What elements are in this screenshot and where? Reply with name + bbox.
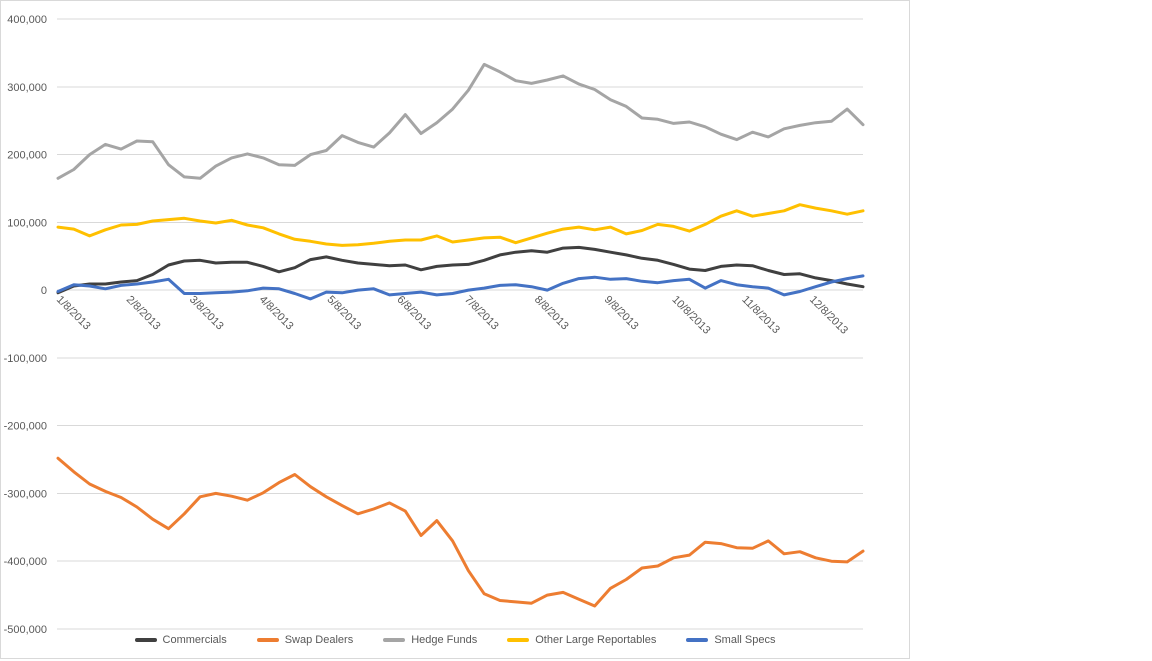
legend-label: Hedge Funds <box>411 634 478 646</box>
y-axis-tick-label: 200,000 <box>7 150 47 162</box>
x-axis-tick-label: 6/8/2013 <box>394 294 433 333</box>
series-line-swap-dealers[interactable] <box>56 456 865 608</box>
series-line-commercials[interactable] <box>56 245 865 295</box>
legend-label: Swap Dealers <box>284 634 354 646</box>
x-axis-tick-label: 4/8/2013 <box>257 294 296 333</box>
series-line-hedge-funds[interactable] <box>56 62 865 180</box>
legend-label: Small Specs <box>714 634 776 646</box>
y-axis-tick-label: -200,000 <box>4 421 47 433</box>
y-axis-tick-label: 300,000 <box>7 82 47 94</box>
legend-item-swap-dealers[interactable]: Swap Dealers <box>256 634 354 646</box>
series-line-other-large-reportables[interactable] <box>56 203 865 247</box>
x-axis-tick-label: 10/8/2013 <box>669 294 712 337</box>
y-axis-tick-label: 400,000 <box>7 14 47 26</box>
x-axis-tick-label: 5/8/2013 <box>324 294 363 333</box>
legend-item-other-large-reportables[interactable]: Other Large Reportables <box>507 634 656 646</box>
legend-line-swatch-icon <box>507 638 530 642</box>
legend-label: Commercials <box>162 634 227 646</box>
series-line-small-specs[interactable] <box>56 274 865 301</box>
x-axis-tick-label: 8/8/2013 <box>532 294 571 333</box>
x-axis-tick-label: 9/8/2013 <box>602 294 641 333</box>
legend-item-hedge-funds[interactable]: Hedge Funds <box>383 634 477 646</box>
x-axis-tick-label: 12/8/2013 <box>807 294 850 337</box>
chart-panel[interactable]: 400,000 300,000 200,000 100,000 0 -100,000 -20… <box>0 0 910 659</box>
x-axis-tick-label: 1/8/2013 <box>54 294 93 333</box>
legend-line-swatch-icon <box>134 638 157 642</box>
y-axis-tick-label: 100,000 <box>7 217 47 229</box>
y-axis-tick-label: -500,000 <box>4 624 47 636</box>
legend-line-swatch-icon <box>383 638 406 642</box>
chart-legend: Commercials Swap Dealers Hedge Funds Other … <box>1 630 909 650</box>
legend-item-small-specs[interactable]: Small Specs <box>686 634 775 646</box>
x-axis-tick-label: 2/8/2013 <box>124 294 163 333</box>
x-axis-tick-label: 11/8/2013 <box>739 294 782 337</box>
y-axis-tick-label: -100,000 <box>4 353 47 365</box>
legend-line-swatch-icon <box>686 638 709 642</box>
legend-line-swatch-icon <box>256 638 279 642</box>
x-axis-tick-label: 7/8/2013 <box>462 294 501 333</box>
cot-positions-line-chart: 400,000 300,000 200,000 100,000 0 -100,000 -20… <box>4 14 865 636</box>
legend-label: Other Large Reportables <box>535 634 657 646</box>
y-axis-tick-label: -400,000 <box>4 556 47 568</box>
y-axis-tick-label: -300,000 <box>4 488 47 500</box>
x-axis-tick-label: 3/8/2013 <box>187 294 226 333</box>
legend-item-commercials[interactable]: Commercials <box>134 634 227 646</box>
y-axis-tick-label: 0 <box>41 285 47 297</box>
